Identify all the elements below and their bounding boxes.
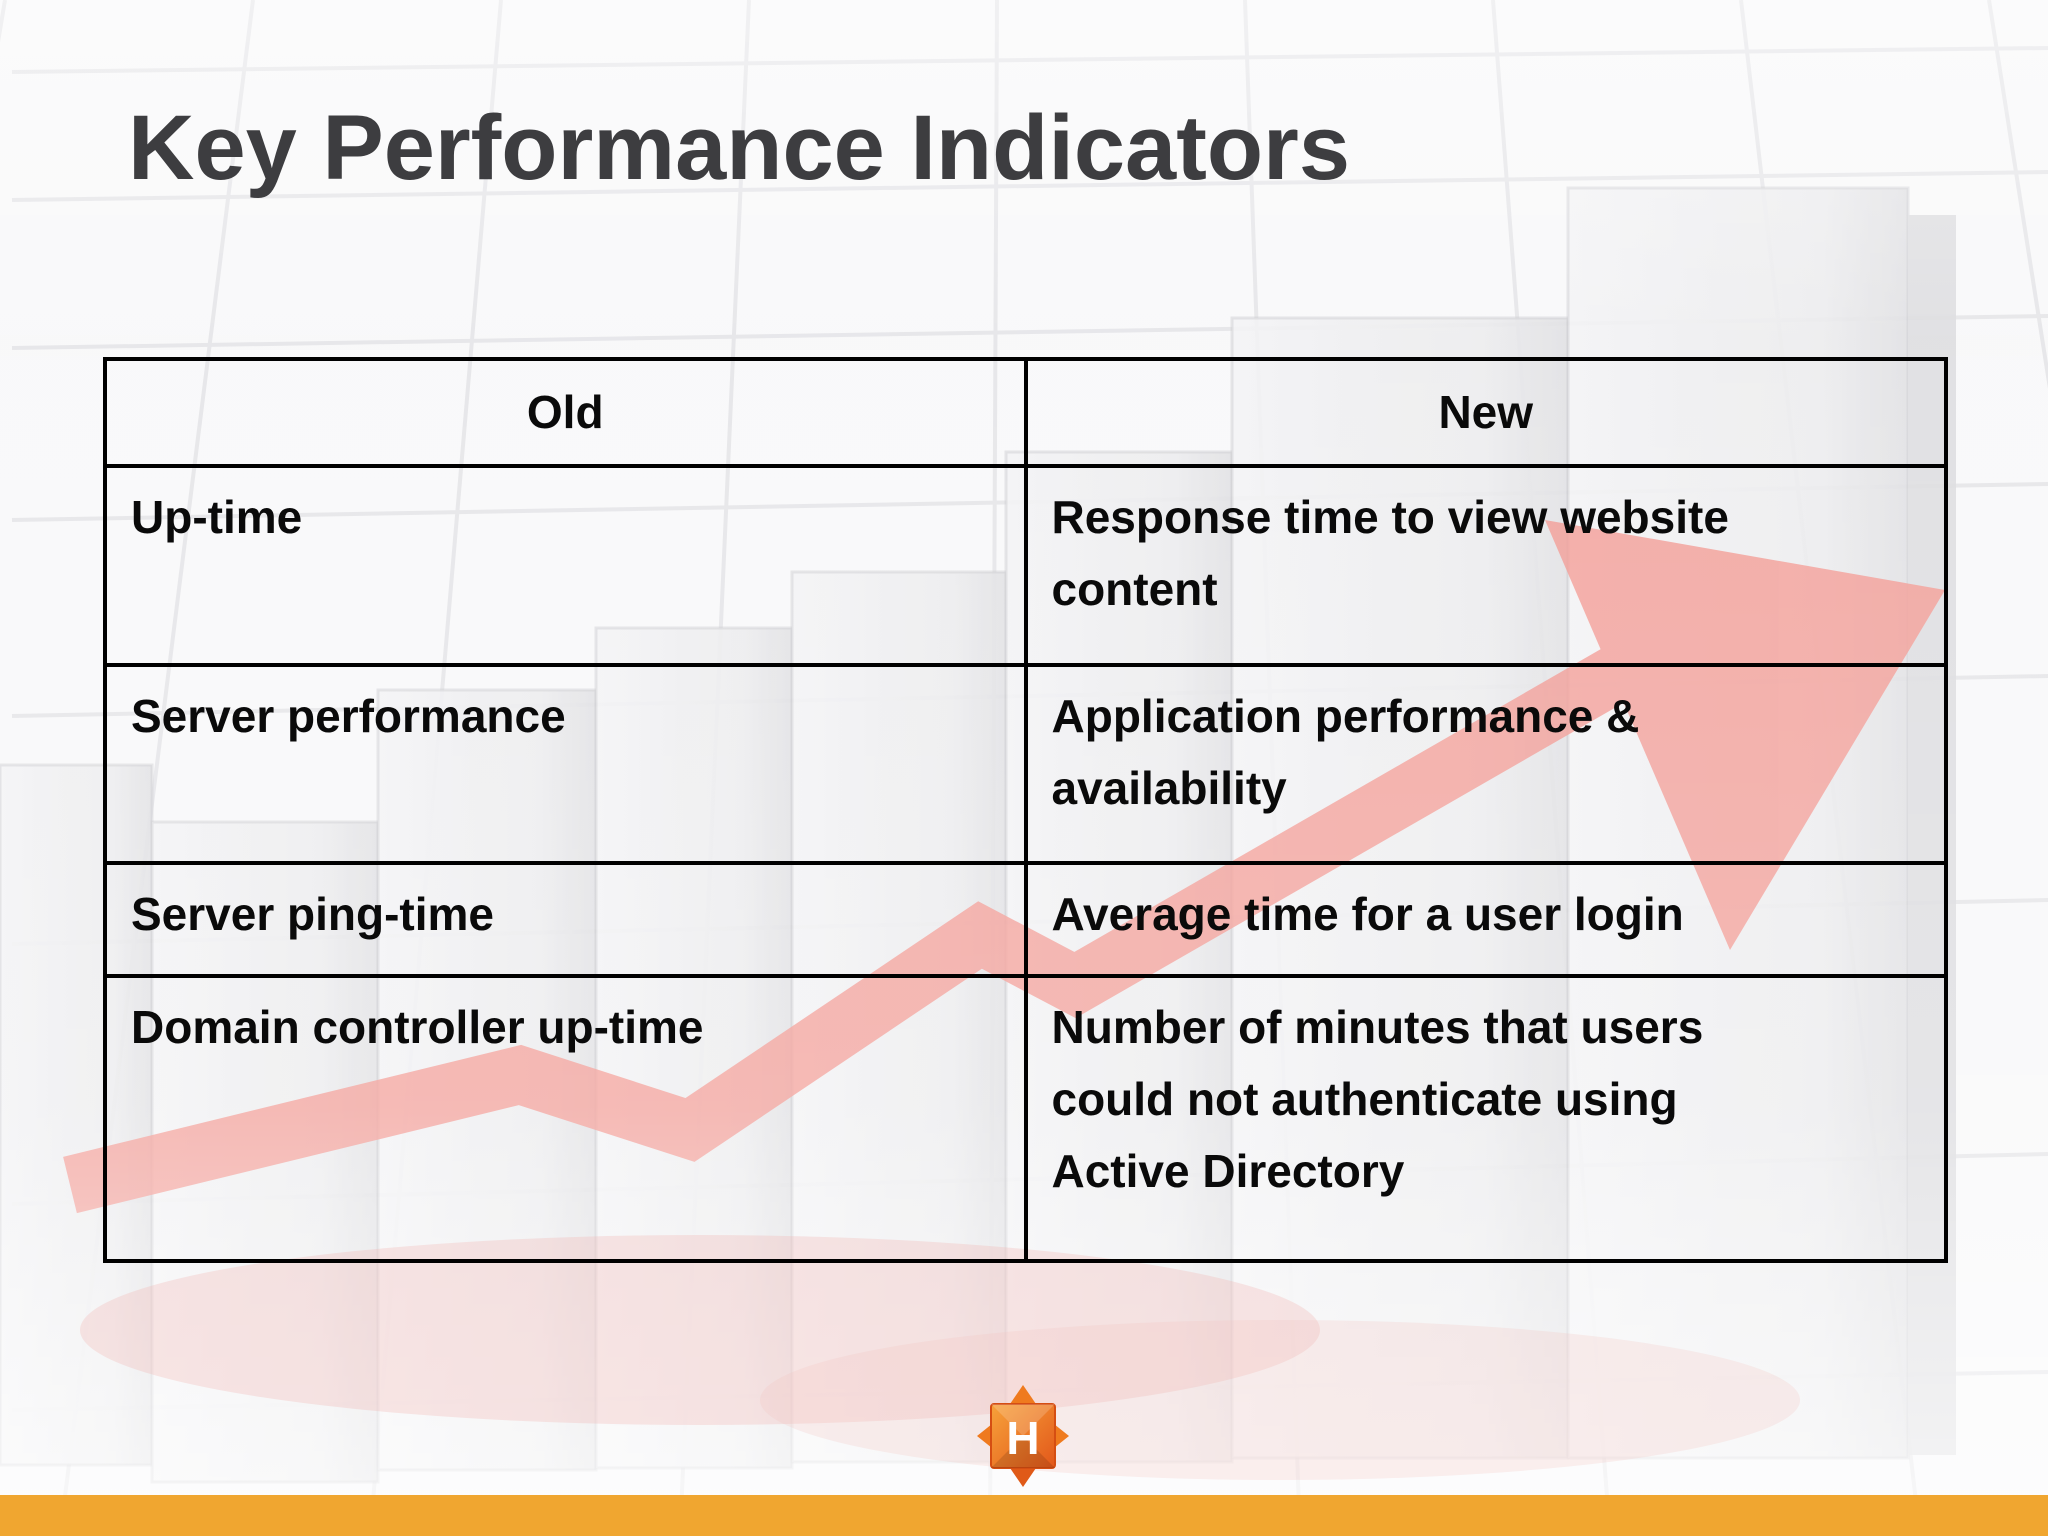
table-row: Up-time Response time to view website co… [103,464,1948,667]
table-row: Domain controller up-time Number of minu… [103,974,1948,1263]
table-cell-old: Server ping-time [103,861,1028,978]
table-cell-old: Server performance [103,663,1028,865]
table-cell-new: Average time for a user login [1023,861,1948,978]
table-header-new: New [1023,357,1948,468]
table-row: Server ping-time Average time for a user… [103,861,1948,978]
h-badge-icon: H [977,1385,1069,1487]
footer-accent-bar [0,1495,2048,1536]
table-row: Server performance Application performan… [103,663,1948,865]
table-cell-new: Number of minutes that users could not a… [1023,974,1948,1263]
kpi-comparison-table: Old New Up-time Response time to view we… [103,357,1948,1263]
table-cell-new: Application performance & availability [1023,663,1948,865]
logo-letter: H [1006,1412,1039,1464]
table-header-row: Old New [103,357,1948,468]
table-cell-old: Up-time [103,464,1028,667]
table-header-old: Old [103,357,1028,468]
company-logo: H [977,1385,1069,1487]
table-cell-new: Response time to view website content [1023,464,1948,667]
page-title: Key Performance Indicators [128,97,1351,199]
table-cell-old: Domain controller up-time [103,974,1028,1263]
